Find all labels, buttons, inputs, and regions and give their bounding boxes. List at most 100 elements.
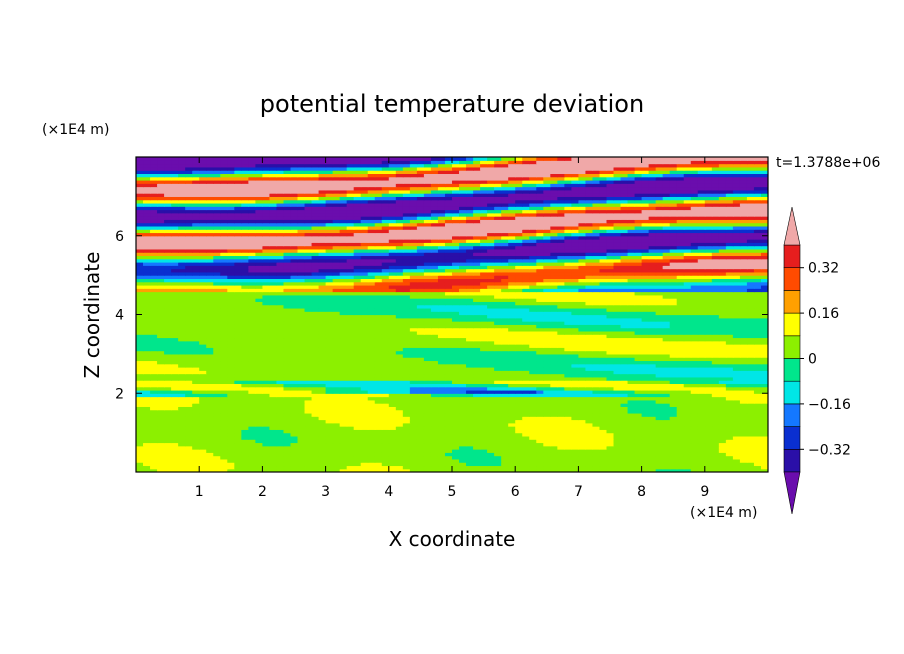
field-cell [536, 406, 544, 411]
field-cell [430, 396, 439, 401]
field-cell [388, 367, 397, 371]
field-cell [592, 376, 601, 381]
field-cell [494, 455, 502, 460]
field-cell [409, 462, 418, 467]
field-cell [395, 389, 404, 394]
field-cell [199, 307, 207, 312]
field-cell [290, 363, 299, 368]
field-cell [178, 347, 186, 352]
field-cell [522, 360, 530, 365]
field-cell [746, 350, 755, 355]
field-cell [648, 344, 657, 348]
field-cell [480, 314, 488, 319]
field-cell [416, 317, 425, 322]
field-cell [409, 337, 418, 342]
field-cell [480, 376, 488, 381]
field-cell [508, 393, 516, 398]
field-cell [402, 301, 411, 306]
field-cell [248, 380, 256, 385]
field-cell [662, 337, 671, 342]
field-cell [529, 347, 537, 352]
field-cell [739, 324, 748, 329]
field-cell [641, 455, 650, 460]
field-cell [304, 435, 313, 440]
field-cell [501, 334, 509, 339]
field-cell [613, 458, 622, 463]
field-cell [662, 406, 671, 411]
field-cell [466, 330, 474, 335]
field-cell [487, 373, 495, 378]
field-cell [276, 432, 285, 437]
field-cell [550, 367, 558, 371]
field-cell [473, 409, 481, 414]
field-cell [437, 350, 446, 355]
field-cell [669, 360, 678, 365]
field-cell [655, 422, 664, 427]
field-cell [311, 340, 320, 345]
field-cell [206, 370, 214, 375]
field-cell [501, 396, 509, 401]
field-cell [459, 452, 467, 457]
field-cell [592, 317, 601, 322]
field-cell [136, 445, 144, 450]
field-cell [367, 442, 376, 447]
field-cell [613, 445, 622, 450]
field-cell [374, 465, 383, 470]
field-cell [199, 406, 207, 411]
field-cell [374, 298, 383, 302]
field-cell [241, 380, 249, 385]
field-cell [178, 340, 186, 345]
field-cell [150, 386, 158, 391]
field-cell [318, 350, 327, 355]
field-cell [543, 393, 551, 398]
field-cell [739, 317, 748, 322]
field-cell [325, 429, 334, 434]
field-cell [753, 344, 762, 348]
field-cell [234, 301, 242, 306]
field-cell [416, 393, 425, 398]
field-cell [739, 360, 748, 365]
field-cell [297, 311, 306, 316]
field-cell [718, 439, 727, 444]
field-cell [753, 403, 762, 407]
field-cell [564, 452, 572, 457]
field-cell [367, 412, 376, 417]
field-cell [592, 412, 601, 417]
field-cell [557, 370, 565, 375]
field-cell [578, 422, 587, 427]
field-cell [346, 396, 355, 401]
field-cell [592, 439, 601, 444]
field-cell [297, 337, 306, 342]
field-cell [367, 458, 376, 463]
field-cell [416, 406, 425, 411]
field-cell [269, 376, 278, 381]
field-cell [501, 393, 509, 398]
field-cell [276, 350, 285, 355]
field-cell [206, 412, 214, 417]
field-cell [760, 304, 768, 309]
field-cell [585, 409, 594, 414]
field-cell [318, 301, 327, 306]
field-cell [627, 334, 636, 339]
field-cell [444, 426, 453, 430]
field-cell [248, 304, 256, 309]
field-cell [136, 406, 144, 411]
field-cell [318, 455, 327, 460]
field-cell [466, 373, 474, 378]
field-cell [199, 347, 207, 352]
field-cell [444, 321, 453, 325]
field-cell [157, 409, 165, 414]
field-cell [676, 426, 685, 430]
field-cell [325, 389, 334, 394]
field-cell [374, 304, 383, 309]
field-cell [676, 386, 685, 391]
field-cell [227, 363, 235, 368]
field-cell [536, 468, 544, 472]
field-cell [332, 311, 341, 316]
field-cell [480, 458, 488, 463]
field-cell [416, 462, 425, 467]
field-cell [711, 324, 720, 329]
field-cell [466, 324, 474, 329]
field-cell [501, 350, 509, 355]
field-cell [753, 439, 762, 444]
